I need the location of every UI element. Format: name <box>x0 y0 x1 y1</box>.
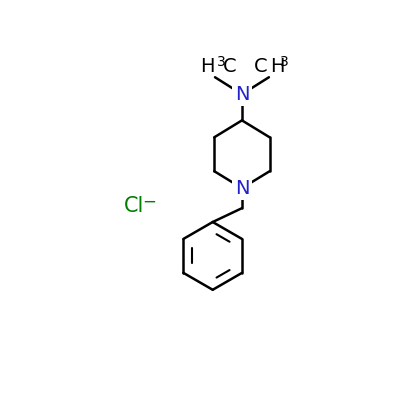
Text: Cl: Cl <box>124 196 144 216</box>
Text: 3: 3 <box>280 55 288 69</box>
Text: H: H <box>200 57 214 76</box>
Text: N: N <box>235 179 249 198</box>
Text: −: − <box>143 193 156 211</box>
Text: C: C <box>254 57 267 76</box>
Text: H: H <box>270 57 284 76</box>
Text: C: C <box>223 57 236 76</box>
Text: N: N <box>235 85 249 104</box>
Text: 3: 3 <box>216 55 225 69</box>
